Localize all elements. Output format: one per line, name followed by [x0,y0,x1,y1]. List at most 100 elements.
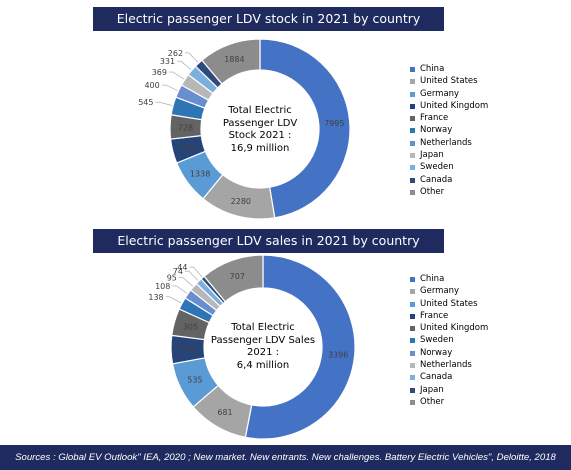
legend-label: Sweden [420,335,454,346]
legend-label: United States [420,76,478,87]
legend-label: Norway [420,347,453,358]
data-label: 305 [183,322,198,331]
data-label: 681 [217,408,232,417]
data-label: 535 [187,376,202,385]
data-label: 740 [180,143,195,152]
leader-line [172,285,188,294]
legend-swatch [410,91,415,97]
data-label: 44 [177,263,187,272]
center-text-stock: Total Electric Passenger LDV Stock 2021 … [205,105,315,155]
legend-label: United Kingdom [420,323,489,334]
donut-slice-other [201,38,261,85]
legend-item: Japan [410,384,488,396]
legend-label: Sweden [420,162,454,173]
legend-label: Canada [420,372,453,383]
legend-swatch [410,189,415,195]
legend-item: Germany [410,285,488,297]
legend-item: Canada [410,174,488,186]
legend-swatch [410,103,415,109]
legend-swatch [410,301,415,307]
legend-swatch [410,289,415,295]
legend-item: Germany [410,88,488,100]
legend-swatch [410,67,415,72]
legend-swatch [410,399,415,405]
legend-item: Other [410,396,488,408]
legend-item: Netherlands [410,359,488,371]
legend-item: France [410,112,488,124]
legend-swatch [410,79,415,85]
center-line: 6,4 million [236,359,290,371]
legend-label: France [420,310,449,321]
donut-slice-china [244,254,356,440]
legend-label: Norway [420,125,453,136]
legend-item: Netherlands [410,137,488,149]
legend-label: Germany [420,88,460,99]
data-label: 74 [173,267,183,276]
data-label: 728 [178,123,193,132]
data-label: 108 [155,282,170,291]
legend-label: United States [420,298,478,309]
data-label: 331 [160,57,175,66]
legend-label: Canada [420,174,453,185]
legend-item: Norway [410,347,488,359]
center-line: Passenger LDV Sales [210,334,316,346]
legend-item: Sweden [410,334,488,346]
legend-item: Japan [410,149,488,161]
data-label: 95 [167,274,177,283]
legend-swatch [410,277,415,282]
legend-label: Japan [420,150,444,161]
data-label: 3396 [328,350,348,359]
legend-swatch [410,350,415,356]
center-line: Total Electric [228,105,292,116]
leader-line [178,277,193,287]
legend-label: China [420,64,445,74]
legend-label: Germany [420,286,460,297]
legend-swatch [410,363,415,369]
legend-label: France [420,113,449,124]
legend-label: Netherlands [420,137,472,148]
legend-swatch [410,338,415,344]
leader-line [165,296,182,304]
center-text-sales: Total Electric Passenger LDV Sales 2021 … [203,322,323,372]
chart-title-sales: Electric passenger LDV sales in 2021 by … [93,229,444,253]
leader-line [161,84,178,91]
data-label: 316 [180,345,195,354]
legend-stock: China United States Germany United Kingdom F… [410,63,488,198]
center-line: Total Electric [231,322,295,333]
legend-item: Sweden [410,161,488,173]
legend-item: United States [410,298,488,310]
sources-footer: Sources : Global EV Outlook" IEA, 2020 ;… [0,445,571,470]
legend-item: Norway [410,124,488,136]
data-label: 707 [230,272,245,281]
legend-swatch [410,128,415,134]
legend-item: China [410,273,488,285]
data-label: 1884 [224,55,244,64]
center-line: Passenger LDV [222,117,298,129]
chart-title-stock: Electric passenger LDV stock in 2021 by … [93,7,444,31]
leader-line [189,266,203,278]
legend-item: Canada [410,371,488,383]
legend-item: China [410,63,488,75]
legend-swatch [410,177,415,183]
legend-swatch [410,140,415,146]
legend-label: United Kingdom [420,100,489,111]
leader-line [155,101,173,106]
legend-label: Japan [420,384,444,395]
legend-label: Other [420,396,445,407]
data-label: 138 [148,293,163,302]
legend-item: United Kingdom [410,100,488,112]
legend-label: Netherlands [420,360,472,371]
legend-swatch [410,313,415,319]
data-label: 1338 [190,169,210,178]
donut-slice-other [203,254,264,303]
leader-line [168,71,185,80]
legend-item: France [410,310,488,322]
data-label: 400 [144,81,159,90]
legend-swatch [410,326,415,332]
leader-line [177,60,192,70]
legend-sales: China Germany United States France United Ki… [410,273,488,408]
leader-line [185,52,199,63]
legend-swatch [410,165,415,171]
legend-swatch [410,116,415,122]
